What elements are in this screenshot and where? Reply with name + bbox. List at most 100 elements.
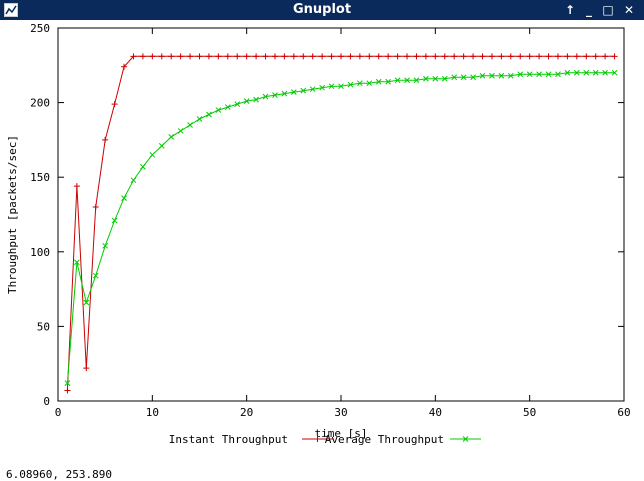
data-point-series-2 [526,71,533,78]
data-point-series-2 [262,93,269,100]
data-point-series-1 [366,53,373,60]
data-point-series-2 [423,75,429,82]
data-point-series-1 [583,53,590,60]
data-point-series-1 [394,53,401,60]
data-point-series-2 [168,134,175,140]
maximize-button[interactable]: ↑ [564,3,576,17]
data-point-series-1 [554,53,561,60]
data-point-series-1 [592,53,599,60]
x-tick-label: 20 [240,406,253,419]
close-button[interactable]: ✕ [623,3,635,17]
data-point-series-1 [271,53,278,60]
data-point-series-2 [140,163,146,170]
data-point-series-1 [498,53,505,60]
data-point-series-2 [290,89,297,96]
minimize-button[interactable]: _ [586,3,592,17]
data-point-series-1 [375,53,382,60]
data-point-series-2 [460,74,467,81]
data-point-series-1 [536,53,543,60]
data-point-series-1 [611,53,618,60]
data-point-series-2 [366,80,373,87]
data-point-series-1 [92,204,99,211]
data-point-series-1 [319,53,326,60]
data-point-series-1 [338,53,344,60]
data-point-series-1 [262,53,269,60]
data-point-series-1 [413,53,420,60]
data-point-series-2 [309,86,316,93]
data-point-series-2 [64,380,71,386]
data-point-series-1 [234,53,241,60]
data-point-series-1 [470,53,477,60]
data-point-series-2 [555,71,561,78]
data-point-series-1 [168,53,175,60]
x-axis-label: time [s] [315,427,368,440]
data-point-series-1 [73,183,80,190]
data-point-series-2 [507,72,514,79]
data-point-series-1 [243,53,250,60]
data-point-series-2 [375,78,382,85]
data-point-series-2 [470,74,476,81]
y-tick-label: 100 [30,246,50,259]
y-tick-label: 250 [30,22,50,35]
data-point-series-1 [507,53,514,60]
series-line-1 [66,55,615,391]
data-point-series-2 [573,69,580,76]
data-point-series-2 [338,83,344,90]
data-point-series-2 [592,69,599,76]
y-tick-label: 200 [30,97,50,110]
x-tick-label: 30 [334,406,347,419]
data-point-series-1 [253,53,260,60]
data-point-series-2 [413,77,420,84]
data-point-series-2 [347,81,354,88]
data-point-series-1 [328,53,335,60]
data-point-series-1 [460,53,467,60]
data-point-series-1 [517,53,524,60]
data-point-series-2 [253,96,259,103]
data-point-series-1 [602,53,609,60]
series-line-2 [66,72,615,384]
data-point-series-2 [272,92,278,98]
data-point-series-1 [290,53,297,60]
data-point-series-2 [328,83,335,90]
data-point-series-1 [102,136,109,143]
data-point-series-1 [479,53,486,60]
data-point-series-2 [611,69,618,76]
data-point-series-2 [149,151,156,158]
y-tick-label: 150 [30,171,50,184]
data-point-series-2 [121,195,127,201]
data-point-series-2 [583,69,590,76]
data-point-series-2 [357,80,363,87]
data-point-series-2 [215,107,222,113]
data-point-series-1 [545,53,552,60]
data-point-series-1 [385,53,392,60]
data-point-series-1 [149,53,156,60]
title-bar[interactable]: Gnuplot ↑ _ □ ✕ [0,0,644,20]
data-point-series-1 [224,53,231,60]
data-point-series-2 [536,71,542,78]
data-point-series-2 [385,78,392,85]
data-point-series-1 [526,53,533,60]
data-point-series-2 [234,101,241,107]
legend-label-series-2: Average Throughput [325,433,444,446]
data-point-series-1 [347,53,354,60]
data-point-series-2 [300,87,307,94]
data-point-series-2 [479,72,486,79]
data-point-series-2 [102,242,109,249]
data-point-series-2 [564,69,571,76]
data-point-series-1 [564,53,571,60]
legend-marker-series-2 [462,436,469,442]
data-point-series-1 [111,101,118,108]
legend-label-series-1: Instant Throughput [169,433,288,446]
data-point-series-1 [158,53,165,60]
data-point-series-2 [404,77,410,84]
restore-button[interactable]: □ [602,3,614,17]
data-point-series-2 [432,75,439,82]
data-point-series-1 [196,53,203,60]
y-tick-label: 0 [43,395,50,408]
data-point-series-1 [488,53,495,60]
data-point-series-2 [489,72,495,79]
throughput-chart[interactable]: 0 10 20 30 40 50 60 0 50 100 150 200 250 time [s] Thro… [0,20,644,466]
data-point-series-1 [422,53,429,60]
data-point-series-2 [441,75,448,82]
